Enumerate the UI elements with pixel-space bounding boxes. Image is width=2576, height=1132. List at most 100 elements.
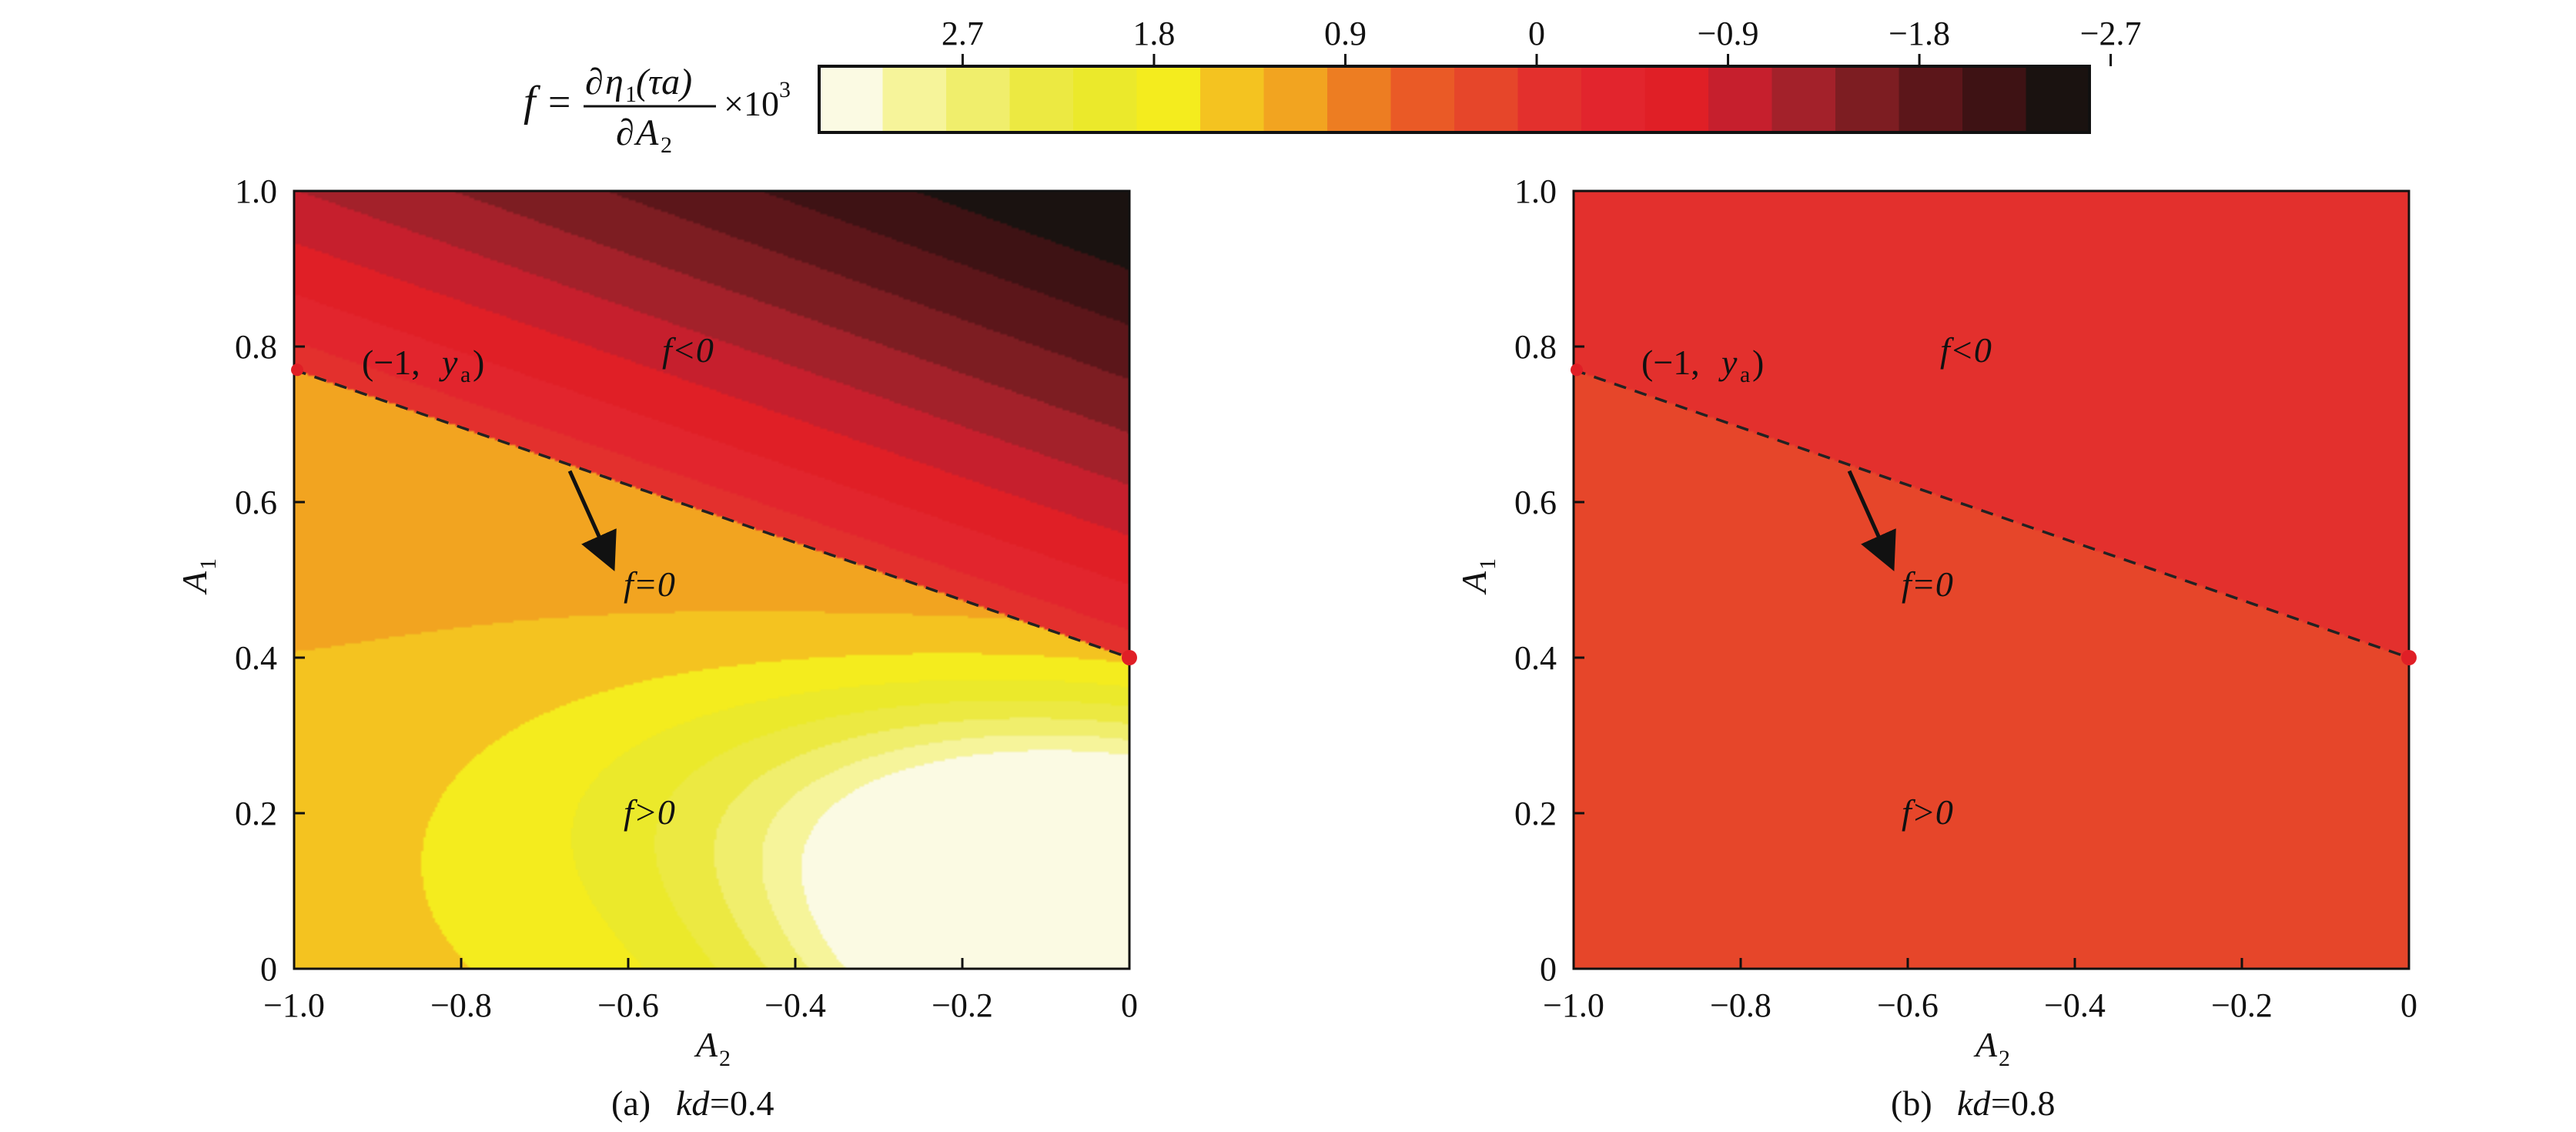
colorbar-cell <box>1454 66 1519 132</box>
x-tick-label: −0.2 <box>932 986 993 1024</box>
colorbar-fraction-denominator: ∂ A 2 <box>616 112 672 158</box>
colorbar: f = ∂ η 1 (τa) ∂ A 2 ×10 3 2.7 1.8 0.9 0 −0.… <box>524 15 2142 158</box>
colorbar-tick-label: −1.8 <box>1889 15 1950 52</box>
x-tick-label: −1.0 <box>263 986 325 1024</box>
colorbar-cell <box>1009 66 1074 132</box>
panel-a-x-ticks: −1.0 −0.8 −0.6 −0.4 −0.2 0 <box>263 958 1138 1024</box>
y-tick-label: 0.6 <box>235 484 277 521</box>
colorbar-fraction-numerator: ∂ η 1 (τa) <box>585 62 692 107</box>
x-tick-label: −0.6 <box>597 986 659 1024</box>
panel-b-zero-label: f=0 <box>1902 564 1953 604</box>
panel-b-point-suffix: ) <box>1752 343 1764 382</box>
colorbar-cell <box>1962 66 2027 132</box>
panel-a-zero-label: f=0 <box>624 564 675 604</box>
panel-b-negative-label: f<0 <box>1940 330 1992 370</box>
panel-a-dashed-line <box>293 368 1130 659</box>
x-tick-label: 0 <box>1121 986 1138 1024</box>
panel-b-y-axis-label: A 1 <box>1454 558 1500 595</box>
colorbar-cell <box>1263 66 1328 132</box>
y-tick-label: 0.8 <box>235 328 277 366</box>
x-tick-label: −1.0 <box>1543 986 1604 1024</box>
panel-a-plot <box>291 189 1137 970</box>
colorbar-cell <box>1708 66 1773 132</box>
panel-a-caption-value: =0.4 <box>710 1083 774 1123</box>
panel-b-ylabel-sub: 1 <box>1475 558 1500 570</box>
colorbar-cell <box>882 66 947 132</box>
colorbar-num-subscript: 1 <box>625 82 637 107</box>
panel-b-caption: (b) kd =0.8 <box>1891 1083 2055 1123</box>
colorbar-cell <box>1835 66 1900 132</box>
panel-a-x-axis-label: A 2 <box>694 1025 731 1071</box>
panel-a: (−1, y a ) f<0 f=0 f>0 −1.0 −0.8 −0.6 −0.4−… <box>175 172 1138 1123</box>
y-tick-label: 0.8 <box>1514 328 1557 366</box>
panel-b: (−1, y a ) f<0 f=0 f>0 −1.0 −0.8 −0.6 −0.4−… <box>1454 172 2417 1123</box>
colorbar-cell <box>1136 66 1201 132</box>
colorbar-num-partial: ∂ <box>585 62 604 102</box>
panel-b-dashed-line <box>1573 368 2410 659</box>
x-tick-label: −0.4 <box>764 986 826 1024</box>
panel-b-xlabel-sub: 2 <box>1999 1046 2010 1071</box>
colorbar-exponent: 3 <box>779 77 791 102</box>
colorbar-cell <box>1644 66 1709 132</box>
colorbar-tick-label: 2.7 <box>942 15 984 52</box>
panel-b-endpoint-marker <box>2401 650 2417 665</box>
colorbar-cell <box>1899 66 1963 132</box>
panel-b-x-axis-label: A 2 <box>1973 1025 2010 1071</box>
panel-a-caption: (a) kd =0.4 <box>611 1083 774 1123</box>
y-tick-label: 0.4 <box>235 639 277 677</box>
y-tick-label: 0.4 <box>1514 639 1557 677</box>
y-tick-label: 0.2 <box>235 795 277 832</box>
colorbar-ticks: 2.7 1.8 0.9 0 −0.9 −1.8 −2.7 <box>942 15 2142 66</box>
x-tick-label: −0.8 <box>430 986 492 1024</box>
colorbar-multiplier: ×10 <box>724 84 779 123</box>
colorbar-cell <box>1771 66 1836 132</box>
panel-b-point-label: (−1, y a ) <box>1641 343 1764 387</box>
panel-a-positive-label: f>0 <box>624 792 675 832</box>
panel-b-arrow <box>1847 470 1896 571</box>
panel-a-negative-label: f<0 <box>662 330 714 370</box>
panel-a-point-suffix: ) <box>473 343 484 382</box>
colorbar-tick-label: 0.9 <box>1324 15 1367 52</box>
colorbar-num-eta: η <box>605 62 624 102</box>
panel-b-caption-value: =0.8 <box>1991 1083 2055 1123</box>
panel-a-point-prefix: (−1, <box>362 343 420 382</box>
panel-b-x-ticks: −1.0 −0.8 −0.6 −0.4 −0.2 0 <box>1543 958 2417 1024</box>
panel-b-y-ticks: 0 0.2 0.4 0.6 0.8 1.0 <box>1514 172 1584 988</box>
colorbar-label-f: f <box>524 78 541 126</box>
panel-b-caption-var: kd <box>1957 1083 1991 1123</box>
panel-b-caption-prefix: (b) <box>1891 1083 1932 1123</box>
panel-b-frame <box>1572 189 2410 970</box>
y-tick-label: 1.0 <box>235 172 277 210</box>
y-tick-label: 1.0 <box>1514 172 1557 210</box>
panel-a-caption-var: kd <box>676 1083 710 1123</box>
colorbar-cell <box>819 66 884 132</box>
panel-a-point-label: (−1, y a ) <box>362 343 484 387</box>
panel-a-point-var: y <box>439 343 458 382</box>
panel-b-ylabel: A <box>1454 571 1494 595</box>
y-tick-label: 0.2 <box>1514 795 1557 832</box>
panel-a-xlabel: A <box>694 1025 718 1064</box>
colorbar-cell <box>1327 66 1392 132</box>
colorbar-num-argument: (τa) <box>636 62 692 102</box>
panel-b-plot <box>1571 189 2417 970</box>
panel-b-start-marker <box>1571 363 1583 377</box>
panel-b-point-prefix: (−1, <box>1641 343 1700 382</box>
colorbar-cell <box>1517 66 1582 132</box>
colorbar-cell <box>1390 66 1455 132</box>
panel-a-caption-prefix: (a) <box>611 1083 651 1123</box>
colorbar-den-partial: ∂ <box>616 112 634 153</box>
colorbar-den-subscript: 2 <box>661 132 672 158</box>
colorbar-cell <box>1581 66 1646 132</box>
panel-a-frame <box>293 189 1131 970</box>
panel-a-start-marker <box>291 363 303 377</box>
colorbar-cell <box>946 66 1011 132</box>
colorbar-tick-label: −2.7 <box>2080 15 2142 52</box>
colorbar-cells <box>819 66 2090 132</box>
panel-a-ylabel-sub: 1 <box>196 558 221 570</box>
panel-b-xlabel: A <box>1973 1025 1998 1064</box>
colorbar-label-equals: = <box>548 81 570 125</box>
colorbar-tick-label: 0 <box>1528 15 1545 52</box>
x-tick-label: −0.2 <box>2211 986 2273 1024</box>
colorbar-den-a: A <box>634 112 659 153</box>
colorbar-cell <box>2026 66 2090 132</box>
